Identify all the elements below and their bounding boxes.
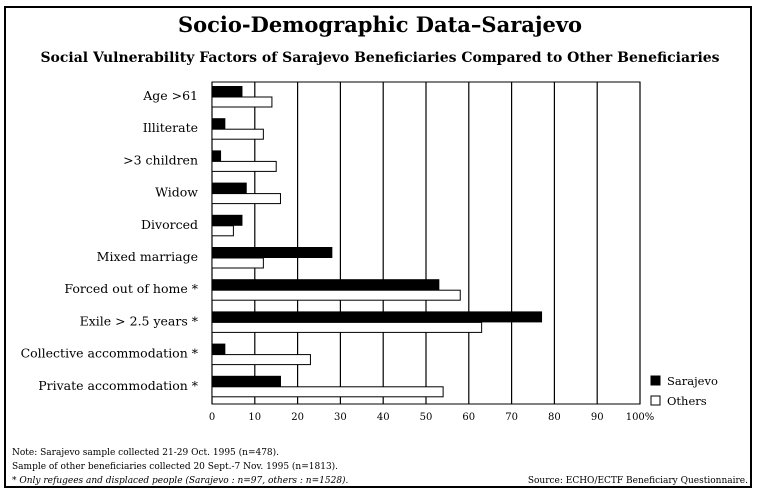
- bar-sarajevo: [211, 150, 222, 162]
- x-tick-label: 0: [209, 412, 215, 423]
- bar-sarajevo: [211, 86, 243, 97]
- figure-frame: [4, 6, 752, 488]
- category-label: Mixed marriage: [97, 249, 198, 264]
- chart-title: Socio-Demographic Data–Sarajevo: [177, 12, 583, 37]
- bar-others: [211, 386, 444, 398]
- category-label: Collective accommodation *: [21, 346, 199, 361]
- legend-label-sarajevo: Sarajevo: [667, 374, 718, 388]
- x-tick-label: 30: [334, 412, 347, 423]
- category-label: Forced out of home *: [64, 281, 198, 296]
- bar-others: [211, 160, 277, 172]
- bar-sarajevo: [211, 375, 281, 387]
- category-label: >3 children: [123, 152, 198, 167]
- bar-sarajevo: [211, 343, 226, 355]
- x-tick-label: 80: [548, 412, 561, 423]
- x-tick-label: 40: [377, 412, 390, 423]
- bar-sarajevo: [211, 247, 333, 258]
- bar-sarajevo: [211, 279, 440, 291]
- x-tick-label: 90: [591, 412, 604, 423]
- bar-sarajevo: [211, 214, 243, 226]
- bar-others: [211, 128, 264, 140]
- legend-swatch-others: [650, 395, 661, 406]
- category-label: Illiterate: [143, 120, 198, 135]
- category-label: Private accommodation *: [38, 378, 199, 393]
- category-label: Widow: [155, 185, 198, 200]
- bar-others: [211, 354, 311, 366]
- note-line-1: Note: Sarajevo sample collected 21-29 Oc…: [12, 448, 280, 458]
- bar-others: [211, 96, 273, 108]
- bar-others: [211, 321, 483, 333]
- category-label: Age >61: [142, 88, 198, 103]
- note-line-3: * Only refugees and displaced people (Sa…: [12, 476, 349, 486]
- bar-others: [211, 289, 461, 301]
- x-tick-label: 10: [248, 412, 261, 423]
- note-line-2: Sample of other beneficiaries collected …: [12, 462, 339, 472]
- x-tick-label: 60: [462, 412, 475, 423]
- bar-others: [211, 225, 234, 237]
- bar-others: [211, 193, 281, 205]
- bar-others: [211, 257, 264, 269]
- chart-subtitle: Social Vulnerability Factors of Sarajevo…: [40, 50, 720, 66]
- category-label: Divorced: [141, 217, 198, 232]
- x-tick-label: 50: [420, 412, 433, 423]
- bar-sarajevo: [211, 118, 226, 130]
- source-note: Source: ECHO/ECTF Beneficiary Questionna…: [527, 476, 748, 486]
- category-label: Exile > 2.5 years *: [80, 313, 199, 328]
- bar-sarajevo: [211, 311, 543, 323]
- x-tick-label: 70: [505, 412, 518, 423]
- x-tick-label: 100%: [626, 412, 655, 423]
- x-tick-label: 20: [291, 412, 304, 423]
- bar-sarajevo: [211, 182, 247, 194]
- legend-label-others: Others: [667, 394, 707, 408]
- legend-swatch-sarajevo: [650, 375, 661, 386]
